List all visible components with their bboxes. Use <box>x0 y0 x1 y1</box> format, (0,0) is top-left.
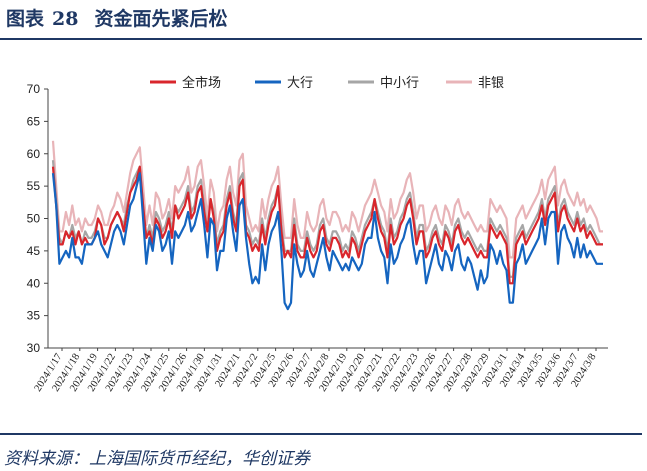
legend-label-中小行: 中小行 <box>380 76 419 91</box>
source-note: 资料来源：上海国际货币经纪，华创证券 <box>4 449 310 469</box>
y-tick-label: 45 <box>27 244 41 258</box>
footer-rule <box>0 433 642 435</box>
y-tick-label: 35 <box>27 309 41 323</box>
legend-label-大行: 大行 <box>287 76 313 91</box>
y-tick-label: 65 <box>27 114 41 128</box>
figure-number: 28 <box>52 8 79 30</box>
series-line-全市场 <box>51 165 603 285</box>
y-tick-label: 40 <box>27 276 41 290</box>
y-tick-label: 60 <box>27 147 41 161</box>
figure-label: 图表 <box>6 8 45 30</box>
series-line-非银 <box>51 140 603 259</box>
y-tick-label: 70 <box>27 82 41 96</box>
series-line-大行 <box>51 172 603 311</box>
y-tick-label: 30 <box>27 341 41 355</box>
legend-label-非银: 非银 <box>478 76 504 91</box>
figure-title-text: 资金面先紧后松 <box>94 8 228 30</box>
y-tick-label: 50 <box>27 212 41 226</box>
title-rule <box>0 38 642 40</box>
y-tick-label: 55 <box>27 179 41 193</box>
figure-title: 图表 28 资金面先紧后松 <box>6 4 227 34</box>
legend-label-全市场: 全市场 <box>182 75 221 91</box>
